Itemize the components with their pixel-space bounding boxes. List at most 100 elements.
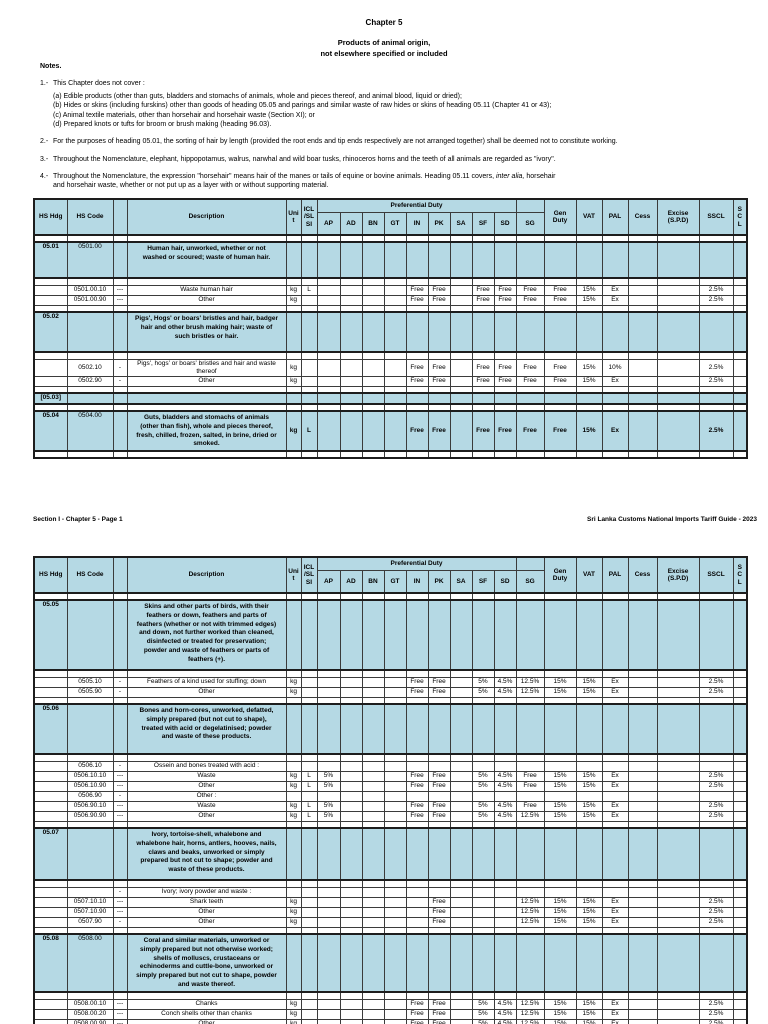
cell-hdg xyxy=(33,998,68,1010)
cell-vat xyxy=(575,351,603,360)
cell-unit xyxy=(285,392,302,405)
cell-desc xyxy=(126,879,287,888)
cell-pal: Ex xyxy=(601,780,629,792)
cell-gen: 15% xyxy=(543,676,577,688)
cell-excise xyxy=(656,410,700,452)
cell-sg xyxy=(515,234,545,243)
cell-dash xyxy=(112,592,128,601)
cell-dash: - xyxy=(112,886,128,898)
cell-desc: Feathers of a kind used for stuffing; do… xyxy=(126,676,287,688)
cell-cess xyxy=(627,375,658,387)
cell-pk xyxy=(427,450,451,459)
cell-gt xyxy=(383,770,407,782)
cell-sa xyxy=(449,284,473,296)
cell-hdg xyxy=(33,760,68,772)
cell-gt xyxy=(383,1018,407,1024)
cell-sg xyxy=(515,351,545,360)
cell-pk xyxy=(427,820,451,829)
cell-cess xyxy=(627,998,658,1010)
cell-vat: 15% xyxy=(575,810,603,822)
cell-sscl: 2.5% xyxy=(698,770,734,782)
cell-code: 0502.90 xyxy=(66,375,114,387)
cell-sg xyxy=(515,311,545,353)
cell-gt xyxy=(383,790,407,802)
cell-bn xyxy=(361,410,385,452)
cell-pk xyxy=(427,886,451,898)
cell-sf xyxy=(471,592,495,601)
cell-sg xyxy=(515,703,545,755)
cell-sa xyxy=(449,592,473,601)
cell-vat: 15% xyxy=(575,676,603,688)
cell-desc: Waste xyxy=(126,770,287,782)
cell-cess xyxy=(627,753,658,762)
cell-gt xyxy=(383,686,407,698)
cell-cess xyxy=(627,686,658,698)
cell-in xyxy=(405,879,429,888)
cell-sscl: 2.5% xyxy=(698,410,734,452)
cell-sscl: 2.5% xyxy=(698,284,734,296)
cell-ap xyxy=(316,599,341,671)
cell-bn xyxy=(361,760,385,772)
cell-pk: Free xyxy=(427,410,451,452)
tariff-item-row: 0506.90.10 --- Waste kg L 5% Free Free 5% 4.5% Fre… xyxy=(33,800,748,812)
table-header: HS Hdg HS Code Description Uni t ICL /SL… xyxy=(33,556,748,594)
cell-ad xyxy=(339,896,363,908)
cell-pk xyxy=(427,304,451,313)
cell-sf xyxy=(471,760,495,772)
cell-sscl: 2.5% xyxy=(698,906,734,918)
cell-pal xyxy=(601,760,629,772)
cell-gen: 15% xyxy=(543,810,577,822)
cell-hdg xyxy=(33,294,68,306)
cell-ad xyxy=(339,385,363,394)
cell-dash: - xyxy=(112,686,128,698)
cell-ap xyxy=(316,760,341,772)
cell-pk xyxy=(427,933,451,993)
cell-unit xyxy=(285,351,302,360)
spacer-row xyxy=(33,753,748,762)
cell-gen xyxy=(543,760,577,772)
cell-sscl: 2.5% xyxy=(698,896,734,908)
cell-sscl xyxy=(698,827,734,881)
cell-icl xyxy=(300,241,318,279)
cell-pk: Free xyxy=(427,810,451,822)
tariff-item-row: 0502.90- Other kg Free Free Free Free Free Free 1… xyxy=(33,375,748,387)
cell-sscl: 2.5% xyxy=(698,810,734,822)
cell-excise xyxy=(656,886,700,898)
cell-code xyxy=(66,304,114,313)
cell-pal xyxy=(601,827,629,881)
cell-ad xyxy=(339,241,363,279)
col-scl: S C L xyxy=(732,556,748,594)
cell-scl xyxy=(732,696,748,705)
cell-bn xyxy=(361,686,385,698)
cell-desc xyxy=(126,385,287,394)
cell-unit: kg xyxy=(285,284,302,296)
col-gen-duty: Gen Duty xyxy=(543,198,577,236)
cell-ap xyxy=(316,450,341,459)
cell-pk xyxy=(427,879,451,888)
cell-sd xyxy=(493,820,517,829)
cell-dash xyxy=(112,933,128,993)
cell-ap xyxy=(316,886,341,898)
cell-dash: --- xyxy=(112,1018,128,1024)
cell-pk: Free xyxy=(427,294,451,306)
cell-pk: Free xyxy=(427,916,451,928)
col-pal: PAL xyxy=(601,556,629,594)
col-sscl: SSCL xyxy=(698,556,734,594)
cell-pal: Ex xyxy=(601,284,629,296)
cell-vat: 15% xyxy=(575,294,603,306)
cell-hdg xyxy=(33,686,68,698)
col-gen-duty: Gen Duty xyxy=(543,556,577,594)
cell-sscl xyxy=(698,241,734,279)
cell-icl xyxy=(300,669,318,678)
spacer-row xyxy=(33,820,748,829)
cell-unit: kg xyxy=(285,998,302,1010)
cell-ad xyxy=(339,810,363,822)
cell-code: 0506.10.90 xyxy=(66,780,114,792)
cell-sd xyxy=(493,703,517,755)
cell-sd: Free xyxy=(493,410,517,452)
cell-ad xyxy=(339,403,363,412)
cell-hdg: 05.01 xyxy=(33,241,68,279)
cell-dash: --- xyxy=(112,800,128,812)
cell-desc xyxy=(126,753,287,762)
cell-gen xyxy=(543,351,577,360)
